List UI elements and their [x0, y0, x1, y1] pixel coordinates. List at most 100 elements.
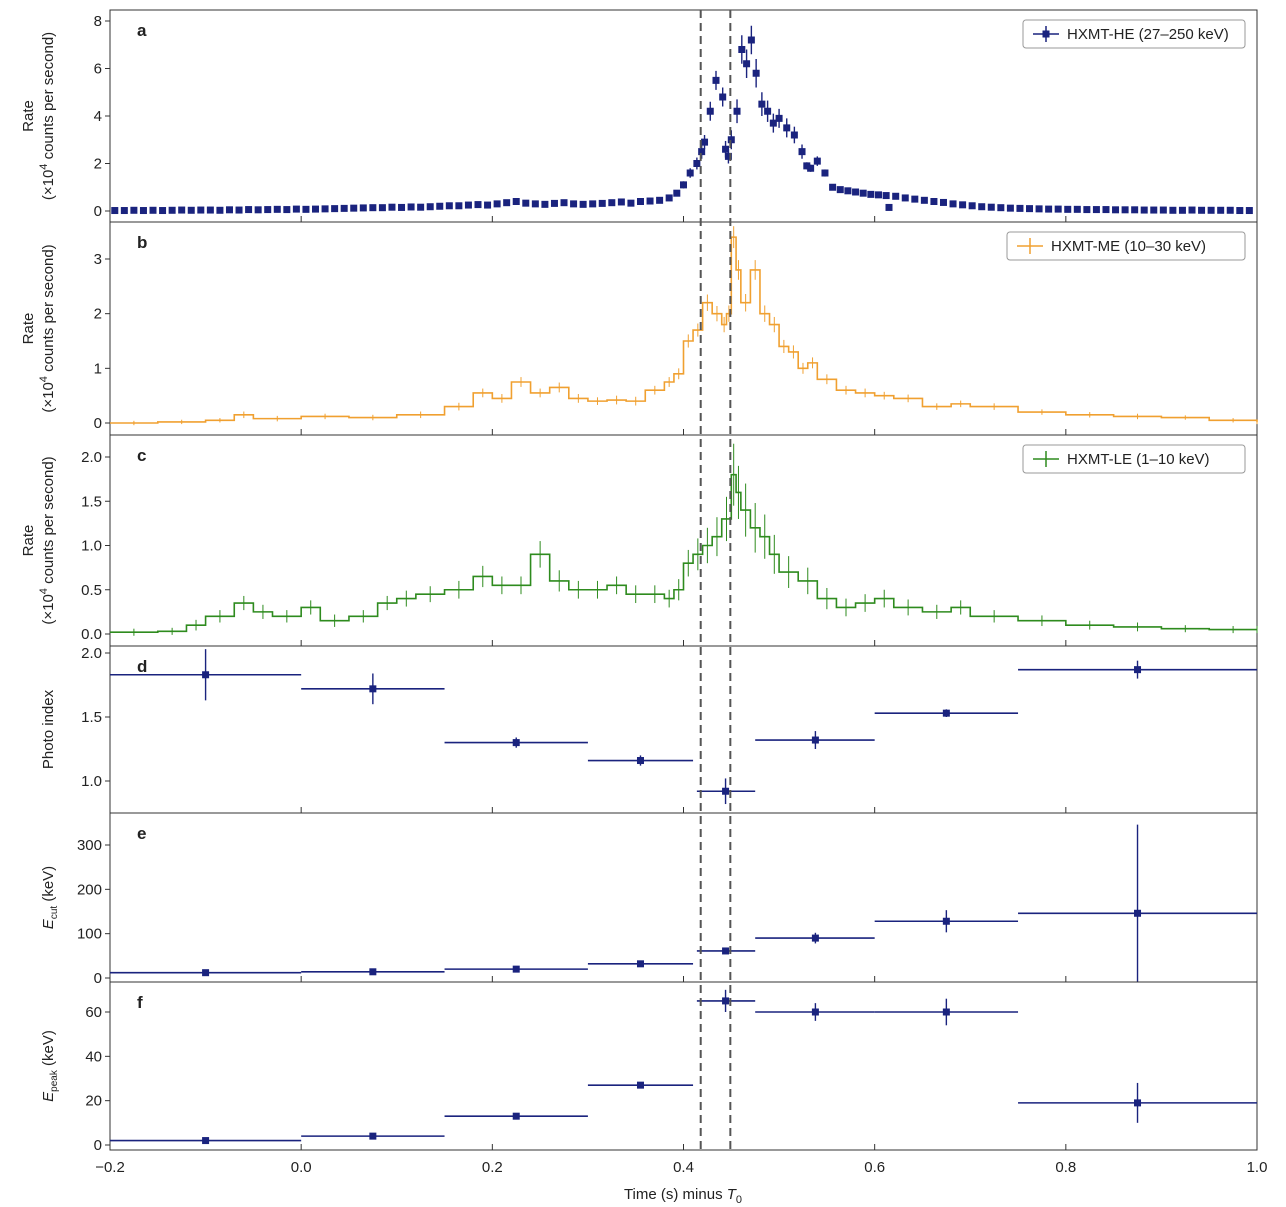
legend-label: HXMT-ME (10–30 keV) — [1051, 238, 1206, 255]
x-tick-label: −0.2 — [95, 1159, 125, 1176]
panel-letter: e — [137, 824, 146, 843]
y-axis-label: Photo index — [40, 689, 57, 769]
panel-f: 0 20 40 60 f Epeak (keV) — [40, 981, 1258, 1154]
data-point — [302, 205, 310, 213]
data-point — [168, 206, 176, 214]
y-tick-label: 1.0 — [81, 773, 102, 790]
data-point — [701, 138, 709, 146]
legend-marker-point — [1042, 30, 1050, 38]
data-point — [608, 199, 616, 207]
data-point — [264, 206, 272, 214]
y-tick-label: 1 — [94, 360, 102, 377]
data-point — [111, 207, 119, 215]
data-point — [636, 757, 644, 765]
data-point — [493, 200, 501, 208]
data-point — [724, 152, 732, 160]
data-point — [636, 1081, 644, 1089]
data-point — [1026, 205, 1034, 213]
panel-letter: a — [137, 21, 147, 40]
panel-c: 0.0 0.5 1.0 1.5 2.0 c Rate(×104 counts per sec… — [20, 434, 1258, 647]
data-point — [722, 997, 730, 1005]
data-point — [821, 169, 829, 177]
data-point — [733, 107, 741, 115]
data-point — [686, 169, 694, 177]
data-point — [1198, 206, 1206, 214]
data-point — [636, 198, 644, 205]
data-point — [813, 157, 821, 165]
x-axis-label: Time (s) minus T0 — [624, 1186, 742, 1206]
data-point — [727, 136, 735, 144]
data-point — [997, 204, 1005, 212]
data-point — [942, 709, 950, 717]
data-point — [550, 199, 558, 207]
data-point — [273, 205, 281, 213]
data-point — [159, 207, 167, 215]
data-point — [522, 199, 530, 207]
data-point — [1064, 205, 1072, 213]
data-point — [503, 199, 511, 207]
legend-box — [1006, 231, 1246, 261]
data-point — [769, 119, 777, 127]
data-point — [959, 201, 967, 209]
data-point — [930, 198, 938, 205]
y-tick-label: 0 — [94, 203, 102, 220]
data-point — [464, 201, 472, 209]
data-point — [693, 160, 701, 167]
legend: HXMT-HE (27–250 keV) — [1022, 19, 1246, 49]
data-point — [859, 189, 867, 197]
y-tick-label: 2 — [94, 156, 102, 173]
data-point — [764, 107, 772, 115]
data-point — [369, 1132, 377, 1140]
data-point — [656, 196, 664, 204]
legend-label: HXMT-LE (1–10 keV) — [1067, 451, 1210, 468]
data-point — [292, 205, 300, 213]
data-point — [206, 206, 214, 214]
data-point — [1169, 206, 1177, 214]
x-tick-label: 0.6 — [864, 1159, 885, 1176]
x-tick-label: 0.0 — [291, 1159, 312, 1176]
data-point — [120, 207, 128, 215]
data-point — [874, 191, 882, 199]
y-tick-label: 4 — [94, 108, 102, 125]
y-tick-label: 300 — [77, 837, 102, 854]
data-point — [942, 1008, 950, 1016]
panel-frame — [109, 812, 1258, 983]
data-point — [882, 192, 890, 200]
data-point — [867, 190, 875, 198]
y-axis-label: Rate — [20, 525, 37, 557]
data-point — [1006, 204, 1014, 212]
y-axis-label-units: (×104 counts per second) — [38, 32, 57, 200]
data-point — [1092, 206, 1100, 214]
panel-e: 0 100 200 300 e Ecut (keV) — [40, 812, 1258, 987]
data-point — [1016, 204, 1024, 212]
panel-letter: d — [137, 657, 147, 676]
data-point — [216, 206, 224, 214]
series-line — [110, 236, 1258, 424]
y-tick-label: 6 — [94, 61, 102, 78]
data-point — [436, 202, 444, 210]
data-point — [1131, 206, 1139, 214]
y-tick-label: 2.0 — [81, 645, 102, 662]
data-point — [1054, 205, 1062, 213]
y-tick-label: 60 — [85, 1004, 102, 1021]
data-point — [340, 204, 348, 212]
data-point — [1245, 207, 1253, 215]
data-point — [811, 1008, 819, 1016]
data-point — [673, 189, 681, 197]
data-point — [369, 968, 377, 976]
data-point — [178, 206, 186, 214]
y-axis-label-units: (×104 counts per second) — [38, 244, 57, 412]
data-point — [378, 204, 386, 212]
data-point — [560, 199, 568, 207]
data-point — [149, 206, 157, 214]
data-point — [901, 194, 909, 202]
data-point — [331, 205, 339, 213]
data-point — [1134, 666, 1142, 674]
data-point — [187, 206, 195, 214]
data-point — [1188, 206, 1196, 214]
data-point — [920, 196, 928, 204]
y-tick-label: 2 — [94, 306, 102, 323]
data-point — [484, 201, 492, 209]
y-tick-label: 1.5 — [81, 709, 102, 726]
